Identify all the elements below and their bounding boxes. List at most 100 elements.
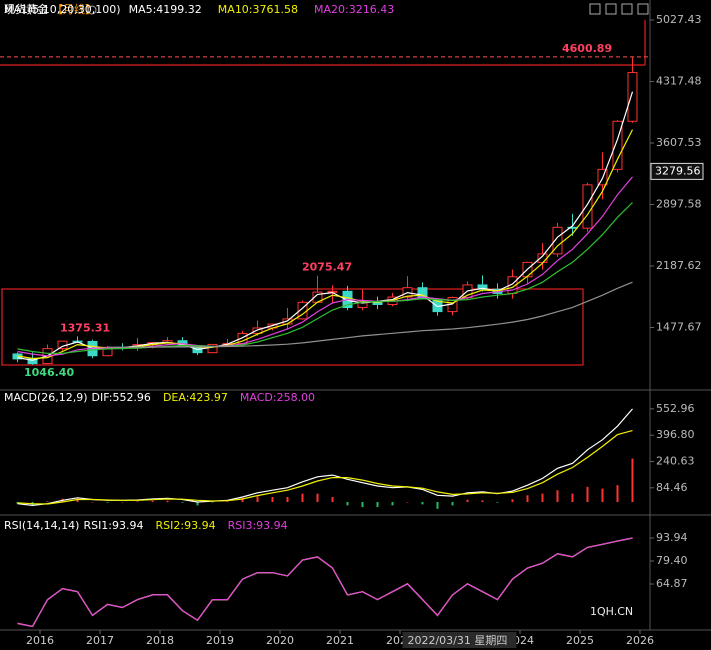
cursor-label: 2022/03/31 星期四 xyxy=(407,634,507,647)
macd-bar xyxy=(511,499,514,503)
x-tick-label: 2019 xyxy=(206,634,234,647)
candle-body xyxy=(627,72,638,122)
macd-bar xyxy=(481,500,484,503)
macd-bar xyxy=(616,485,619,503)
legend-label: RSI3:93.94 xyxy=(228,519,288,532)
extreme-label: 1375.31 xyxy=(60,321,110,334)
legend-label: RSI2:93.94 xyxy=(156,519,216,532)
macd-bar xyxy=(541,493,544,503)
y-tick-label: 64.87 xyxy=(656,577,688,590)
high-label: 4600.89 xyxy=(562,42,612,55)
watermark: 1QH.CN xyxy=(590,605,633,618)
macd-bar xyxy=(496,502,499,503)
extreme-label: 1046.40 xyxy=(24,366,74,379)
y-tick-label: 3607.53 xyxy=(656,136,702,149)
macd-bar xyxy=(631,458,634,503)
price-tag-box xyxy=(650,162,704,180)
macd-bar xyxy=(121,502,124,503)
macd-bar xyxy=(586,486,589,503)
collapse-icon xyxy=(87,5,97,15)
candle-body xyxy=(477,284,488,290)
macd-bar xyxy=(406,502,409,503)
toolbar-icon[interactable] xyxy=(637,3,649,15)
y-tick-label: 5027.43 xyxy=(656,13,702,26)
legend-label: DEA:423.97 xyxy=(163,391,228,404)
indicator-line xyxy=(107,281,633,348)
candle-body xyxy=(582,184,593,229)
y-tick-label: 1477.67 xyxy=(656,320,702,333)
macd-bar xyxy=(601,488,604,503)
y-tick-label: 79.40 xyxy=(656,554,688,567)
macd-bar xyxy=(346,502,349,506)
highlight-line xyxy=(0,20,646,66)
macd-bar xyxy=(391,502,394,506)
macd-bar xyxy=(256,496,259,503)
macd-bar xyxy=(136,501,139,503)
macd-bar xyxy=(466,499,469,503)
y-tick-label: 93.94 xyxy=(656,531,688,544)
price-tag: 3279.56 xyxy=(655,164,701,177)
macd-bar xyxy=(151,500,154,503)
macd-bar xyxy=(331,496,334,503)
macd-bar xyxy=(166,500,169,503)
legend-label: MA5:4199.32 xyxy=(129,3,202,16)
macd-bar xyxy=(526,495,529,503)
legend-label: RSI(14,14,14) xyxy=(4,519,79,532)
macd-bar xyxy=(106,502,109,503)
y-tick-label: 2187.62 xyxy=(656,259,702,272)
macd-bar xyxy=(571,493,574,503)
macd-bar xyxy=(196,502,199,506)
y-tick-label: 2897.58 xyxy=(656,197,702,210)
x-tick-label: 2026 xyxy=(626,634,654,647)
indicator-line xyxy=(17,537,633,628)
indicator-line xyxy=(17,430,633,505)
legend-label: RSI1:93.94 xyxy=(83,519,143,532)
macd-bar xyxy=(271,496,274,503)
toolbar-icon[interactable] xyxy=(605,3,617,15)
x-tick-label: 2020 xyxy=(266,634,294,647)
toolbar-icon[interactable] xyxy=(621,3,633,15)
legend-label: 现货黄金 xyxy=(4,2,48,16)
macd-bar xyxy=(376,502,379,508)
macd-bar xyxy=(316,493,319,503)
macd-bar xyxy=(301,493,304,503)
legend-label: MACD:258.00 xyxy=(240,391,315,404)
toolbar-icon[interactable] xyxy=(589,3,601,15)
macd-bar xyxy=(211,502,214,503)
highlight-box xyxy=(1,288,584,366)
legend-label: 【月线】 xyxy=(52,2,96,16)
toolbar xyxy=(589,3,649,15)
x-tick-label: 2021 xyxy=(326,634,354,647)
legend-label: DIF:552.96 xyxy=(92,391,151,404)
macd-bar xyxy=(361,502,364,508)
indicator-line xyxy=(17,202,633,354)
y-tick-label: 4317.48 xyxy=(656,74,702,87)
cursor-label-box xyxy=(402,632,517,648)
legend-label: MA10:3761.58 xyxy=(218,3,298,16)
y-tick-label: 240.63 xyxy=(656,454,695,467)
x-tick-label: 2025 xyxy=(566,634,594,647)
legend-label: MA20:3216.43 xyxy=(314,3,394,16)
macd-bar xyxy=(436,502,439,509)
macd-bar xyxy=(241,497,244,503)
y-tick-label: 396.80 xyxy=(656,428,695,441)
macd-bar xyxy=(181,502,184,503)
y-tick-label: 84.46 xyxy=(656,481,688,494)
candle-body xyxy=(612,120,623,170)
x-tick-label: 2018 xyxy=(146,634,174,647)
y-tick-label: 552.96 xyxy=(656,402,695,415)
legend-label: MA1(5,10,20,30,100) xyxy=(4,3,121,16)
macd-bar xyxy=(421,502,424,505)
macd-bar xyxy=(556,490,559,503)
candle-body xyxy=(552,226,563,255)
macd-bar xyxy=(91,502,94,503)
x-tick-label: 2017 xyxy=(86,634,114,647)
macd-bar xyxy=(451,502,454,506)
macd-bar xyxy=(76,498,79,503)
x-tick-label: 2016 xyxy=(26,634,54,647)
macd-bar xyxy=(286,496,289,503)
candle-body xyxy=(207,343,218,354)
macd-bar xyxy=(46,501,49,503)
